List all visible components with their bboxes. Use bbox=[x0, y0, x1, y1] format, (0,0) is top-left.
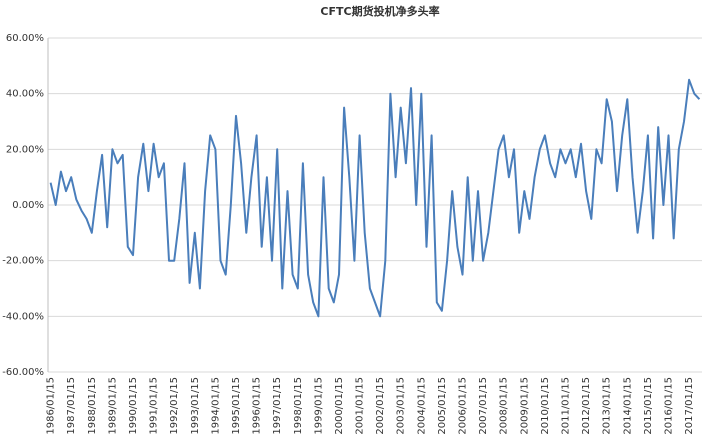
x-tick-label: 2015/01/15 bbox=[643, 377, 654, 435]
y-tick-label: -60.00% bbox=[2, 367, 44, 378]
y-tick-label: 20.00% bbox=[6, 144, 44, 155]
x-tick-label: 2007/01/15 bbox=[478, 377, 489, 435]
x-tick-label: 1998/01/15 bbox=[293, 377, 304, 435]
x-tick-label: 1986/01/15 bbox=[46, 377, 57, 435]
x-tick-label: 1993/01/15 bbox=[190, 377, 201, 435]
data-line bbox=[49, 78, 701, 318]
x-tick-label: 2017/01/15 bbox=[684, 377, 695, 435]
x-tick-label: 1988/01/15 bbox=[87, 377, 98, 435]
x-tick-label: 2003/01/15 bbox=[396, 377, 407, 435]
x-tick-label: 2010/01/15 bbox=[540, 377, 551, 435]
x-tick-label: 2009/01/15 bbox=[519, 377, 530, 435]
x-tick-label: 2013/01/15 bbox=[602, 377, 613, 435]
x-tick-label: 1990/01/15 bbox=[128, 377, 139, 435]
x-tick-label: 2006/01/15 bbox=[458, 377, 469, 435]
x-tick-label: 1991/01/15 bbox=[149, 377, 160, 435]
x-tick-label: 2012/01/15 bbox=[581, 377, 592, 435]
x-tick-label: 2016/01/15 bbox=[664, 377, 675, 435]
x-tick-label: 2004/01/15 bbox=[416, 377, 427, 435]
x-tick-label: 2014/01/15 bbox=[622, 377, 633, 435]
x-tick-label: 2000/01/15 bbox=[334, 377, 345, 435]
x-tick-label: 1992/01/15 bbox=[169, 377, 180, 435]
y-tick-label: -20.00% bbox=[2, 256, 44, 267]
x-tick-label: 2002/01/15 bbox=[375, 377, 386, 435]
x-tick-label: 1994/01/15 bbox=[210, 377, 221, 435]
x-tick-label: 1989/01/15 bbox=[107, 377, 118, 435]
x-tick-label: 1997/01/15 bbox=[272, 377, 283, 435]
x-tick-label: 2008/01/15 bbox=[499, 377, 510, 435]
y-tick-label: -40.00% bbox=[2, 311, 44, 322]
chart-title: CFTC期货投机净多头率 bbox=[320, 4, 439, 18]
x-tick-label: 2005/01/15 bbox=[437, 377, 448, 435]
y-tick-label: 40.00% bbox=[6, 89, 44, 100]
x-tick-label: 2011/01/15 bbox=[561, 377, 572, 435]
x-tick-label: 1987/01/15 bbox=[66, 377, 77, 435]
y-tick-label: 60.00% bbox=[6, 33, 44, 44]
y-tick-label: 0.00% bbox=[12, 200, 44, 211]
x-tick-label: 2001/01/15 bbox=[355, 377, 366, 435]
x-tick-label: 1995/01/15 bbox=[231, 377, 242, 435]
x-tick-label: 1999/01/15 bbox=[313, 377, 324, 435]
x-tick-label: 1996/01/15 bbox=[252, 377, 263, 435]
